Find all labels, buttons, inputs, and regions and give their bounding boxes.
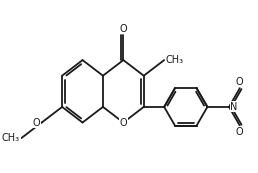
Text: O: O — [119, 117, 127, 128]
Text: N: N — [230, 102, 238, 112]
Text: O: O — [33, 117, 41, 128]
Text: O: O — [236, 127, 244, 137]
Text: CH₃: CH₃ — [165, 55, 183, 65]
Text: CH₃: CH₃ — [2, 133, 20, 143]
Text: O: O — [119, 24, 127, 34]
Text: O: O — [236, 77, 244, 87]
